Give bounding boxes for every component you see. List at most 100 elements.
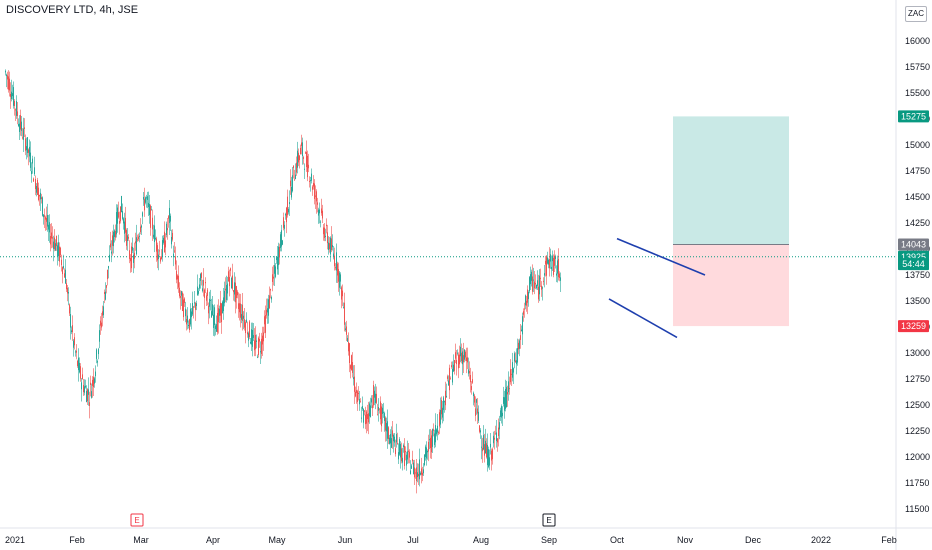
candle (476, 398, 477, 415)
candle (124, 212, 125, 243)
candle (29, 139, 30, 163)
price-tag (898, 110, 929, 123)
candle (259, 332, 260, 348)
candle (263, 326, 264, 351)
candle (36, 183, 37, 197)
candle (445, 381, 446, 411)
price-tag-label: 15275 (901, 111, 926, 121)
candle (163, 235, 164, 245)
candle (257, 354, 258, 359)
candle (408, 443, 409, 464)
candle (196, 300, 197, 311)
earnings-event-marker (130, 513, 144, 527)
candle (340, 272, 341, 290)
candle (242, 293, 243, 331)
candle (396, 423, 397, 448)
candle (344, 292, 345, 332)
candle (548, 258, 549, 269)
candle (387, 409, 388, 449)
candle (444, 400, 445, 413)
x-tick-label: 2022 (811, 535, 831, 545)
candle (48, 215, 49, 241)
candle (100, 316, 101, 335)
y-tick-label: 13750 (905, 270, 930, 280)
candle (430, 429, 431, 459)
candle (70, 306, 71, 340)
candle (140, 218, 141, 235)
candle (195, 301, 196, 321)
candle (315, 185, 316, 210)
candle (379, 408, 380, 414)
candle (329, 237, 330, 253)
candle (63, 254, 64, 270)
candle (253, 322, 254, 342)
candle (71, 326, 72, 335)
candle (555, 254, 556, 269)
candle (299, 154, 300, 169)
candle (189, 318, 190, 333)
candle (446, 383, 447, 399)
candle (380, 396, 381, 425)
candle (149, 194, 150, 224)
candle (251, 322, 252, 351)
candle (265, 305, 266, 339)
candle (267, 298, 268, 324)
candle (415, 468, 416, 479)
candle (285, 212, 286, 220)
candle (6, 73, 7, 88)
y-tick-label: 12500 (905, 400, 930, 410)
x-tick-label: Feb (69, 535, 85, 545)
candle (526, 295, 527, 312)
currency-badge[interactable]: ZAC (905, 6, 927, 22)
candle (245, 320, 246, 344)
x-tick-label: Aug (473, 535, 489, 545)
candle (188, 320, 189, 329)
candle (256, 334, 257, 349)
candle (94, 376, 95, 388)
candle (145, 196, 146, 205)
price-tag (898, 238, 929, 251)
candle (170, 213, 171, 231)
candle (273, 265, 274, 286)
candle (56, 235, 57, 251)
candle (157, 242, 158, 269)
candle (312, 185, 313, 196)
candle (459, 345, 460, 369)
candle (141, 224, 142, 235)
candle (159, 240, 160, 256)
candle (218, 299, 219, 334)
candle (19, 115, 20, 141)
candle (307, 150, 308, 182)
candle (516, 348, 517, 375)
candle (402, 447, 403, 471)
candle (104, 289, 105, 304)
candle (220, 290, 221, 323)
candle (372, 394, 373, 416)
candle (488, 446, 489, 469)
candle (168, 215, 169, 228)
candle (54, 229, 55, 252)
candle (152, 209, 153, 241)
candle (382, 403, 383, 424)
candle (268, 294, 269, 324)
candle (46, 206, 47, 231)
candle (212, 295, 213, 316)
candle (27, 137, 28, 158)
candle (551, 255, 552, 277)
candle (485, 428, 486, 454)
candle (545, 255, 546, 277)
candle (389, 434, 390, 445)
candle (352, 352, 353, 378)
candle (83, 379, 84, 396)
candle (557, 255, 558, 283)
candle (504, 390, 505, 419)
candle (465, 350, 466, 362)
candle (40, 188, 41, 212)
candle (118, 201, 119, 219)
candle (442, 400, 443, 424)
candle (409, 449, 410, 464)
y-tick-label: 15500 (905, 88, 930, 98)
candle (64, 268, 65, 278)
candle (503, 386, 504, 407)
